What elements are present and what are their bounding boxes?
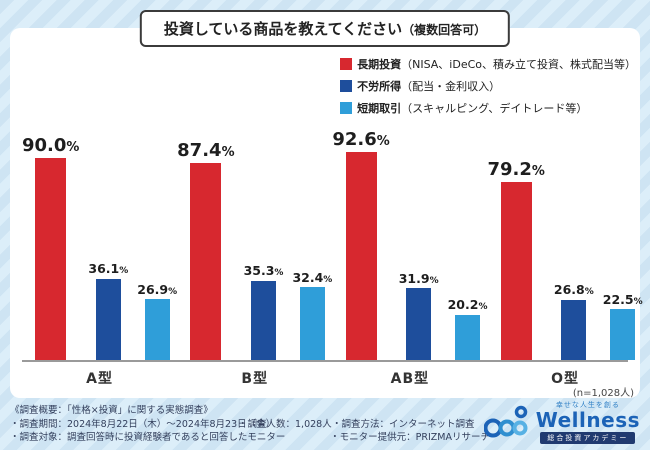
bar-wrap: 35.3% <box>243 263 284 360</box>
bar-group-O型: 79.2% 26.8% 22.5% O型 <box>487 158 643 387</box>
sample-size-note: (n=1,028人) <box>572 388 634 399</box>
bar-group-AB型: 92.6% 31.9% 20.2% AB型 <box>332 128 488 387</box>
bar-B型-series2 <box>299 287 325 360</box>
bar-O型-series0 <box>500 181 532 360</box>
value-label: 87.4% <box>177 140 235 162</box>
survey-details-row: ・調査対象：調査回答時に投資経験者であると回答したモニター ・モニター提供元：PR… <box>10 431 490 445</box>
bar-A型-series2 <box>144 299 170 360</box>
survey-footer: 《調査概要：「性格×投資」に関する実態調査》 ・調査期間：2024年8月22日（… <box>10 404 490 445</box>
legend-item-0: 長期投資 （NISA、iDeCo、積み立て投資、株式配当等） <box>340 56 636 72</box>
category-label: O型 <box>551 371 579 387</box>
bar-wrap: 26.9% <box>137 283 177 360</box>
bar-AB型-series0 <box>345 151 377 360</box>
survey-overview: 《調査概要：「性格×投資」に関する実態調査》 <box>10 405 213 416</box>
legend-item-2: 短期取引 （スキャルピング、デイトレード等） <box>340 100 636 116</box>
logo-tagline: 幸せな人生を創る <box>555 401 620 409</box>
survey-detail: ・調査方法：インターネット調査 <box>332 418 475 430</box>
survey-detail: ・モニター提供元：PRIZMAリサーチ <box>330 432 490 443</box>
bar-chart: 90.0% 36.1% 26.9% A型 87.4% 35.3% 32.4% B型 92.6% 3… <box>22 128 643 387</box>
bar-wrap: 20.2% <box>447 297 488 360</box>
bar-O型-series1 <box>561 299 587 360</box>
value-label: 26.8% <box>553 282 594 298</box>
value-label: 26.9% <box>137 282 178 298</box>
legend-swatch-icon <box>340 58 353 70</box>
logo-text: 幸せな人生を創る Wellness 総合投資アカデミー <box>536 400 640 444</box>
legend-label: 長期投資 <box>357 58 402 71</box>
bar-AB型-series1 <box>406 288 432 360</box>
bar-group-A型: 90.0% 36.1% 26.9% A型 <box>22 134 177 387</box>
value-label: 35.3% <box>243 263 284 279</box>
value-label: 31.9% <box>398 270 439 286</box>
value-label: 22.5% <box>602 291 643 307</box>
bar-A型-series1 <box>95 278 121 360</box>
category-label: AB型 <box>390 371 430 387</box>
bar-wrap: 87.4% <box>177 140 235 360</box>
survey-detail: ・調査期間：2024年8月22日（木）～2024年8月23日（金） <box>10 418 276 430</box>
legend-detail: （配当・金利収入） <box>401 80 501 93</box>
survey-details-row: ・調査期間：2024年8月22日（木）～2024年8月23日（金） ・調査人数：1… <box>10 418 490 432</box>
chart-title: 投資している商品を教えてください（複数回答可） <box>139 10 511 47</box>
bar-wrap: 90.0% <box>22 134 80 360</box>
bar-B型-series0 <box>190 163 222 360</box>
bar-wrap: 31.9% <box>399 272 439 360</box>
bar-A型-series0 <box>35 157 67 360</box>
legend: 長期投資 （NISA、iDeCo、積み立て投資、株式配当等） 不労所得 （配当・金利収… <box>340 56 636 116</box>
legend-label: 短期取引 <box>357 102 402 115</box>
bar-wrap: 22.5% <box>603 293 643 360</box>
value-label: 79.2% <box>487 158 545 180</box>
value-label: 20.2% <box>447 297 488 313</box>
logo-subtitle: 総合投資アカデミー <box>540 432 636 444</box>
category-label: B型 <box>241 371 269 387</box>
logo-mark-icon <box>483 405 528 438</box>
bar-B型-series1 <box>251 280 276 360</box>
chart-title-sub: （複数回答可） <box>402 23 487 37</box>
survey-detail: ・調査対象：調査回答時に投資経験者であると回答したモニター <box>10 432 286 443</box>
category-label: A型 <box>86 371 113 387</box>
value-label: 36.1% <box>88 261 129 277</box>
survey-detail: ・調査人数：1,028人 <box>238 418 332 430</box>
bar-wrap: 79.2% <box>487 158 545 360</box>
bar-O型-series2 <box>610 309 636 360</box>
bar-wrap: 92.6% <box>332 128 390 360</box>
chart-title-main: 投資している商品を教えてください <box>163 20 403 38</box>
legend-item-1: 不労所得 （配当・金利収入） <box>340 78 636 94</box>
legend-detail: （NISA、iDeCo、積み立て投資、株式配当等） <box>401 58 636 71</box>
value-label: 92.6% <box>332 128 390 150</box>
legend-swatch-icon <box>340 102 353 114</box>
bar-wrap: 26.8% <box>554 283 594 360</box>
value-label: 32.4% <box>292 269 333 285</box>
legend-label: 不労所得 <box>357 80 402 93</box>
legend-swatch-icon <box>340 80 353 92</box>
bar-wrap: 36.1% <box>88 262 128 360</box>
value-label: 90.0% <box>22 134 80 156</box>
bar-wrap: 32.4% <box>292 271 332 360</box>
legend-detail: （スキャルピング、デイトレード等） <box>401 102 588 115</box>
bar-AB型-series2 <box>455 314 481 360</box>
logo-name: Wellness <box>535 408 640 432</box>
wellness-logo: 幸せな人生を創る Wellness 総合投資アカデミー <box>483 400 640 444</box>
bar-group-B型: 87.4% 35.3% 32.4% B型 <box>177 140 332 387</box>
